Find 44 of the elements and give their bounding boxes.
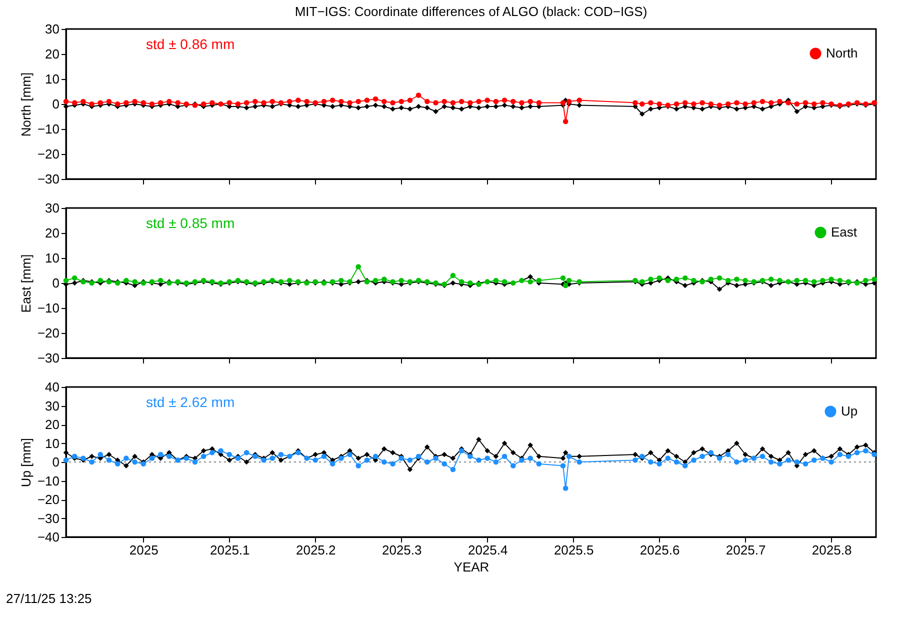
annotation: std ± 2.62 mm xyxy=(146,394,235,410)
y-tick-label: 10 xyxy=(45,436,60,451)
text: 27/11/25 13:25 xyxy=(6,591,92,606)
y-tick-label: −10 xyxy=(37,300,60,316)
legend-label: North xyxy=(826,46,858,60)
y-tick-label: −30 xyxy=(37,350,60,366)
x-tick-label: 2025.2 xyxy=(296,542,336,558)
y-tick-label: −10 xyxy=(37,473,60,488)
y-tick-label: 0 xyxy=(52,276,60,290)
x-tick-label: 2025.8 xyxy=(812,542,852,558)
y-tick-label: −20 xyxy=(37,326,60,340)
x-axis-title: YEAR xyxy=(454,560,490,574)
x-tick-label: 2025.1 xyxy=(210,542,250,558)
y-tick-label: 30 xyxy=(45,200,60,216)
legend-label: Up xyxy=(841,404,858,418)
y-tick-label: 20 xyxy=(45,226,60,240)
y-axis-title: Up [mm] xyxy=(18,438,34,488)
y-axis-title: North [mm] xyxy=(18,72,34,137)
y-tick-label: 0 xyxy=(52,454,60,470)
y-tick-label: 20 xyxy=(45,46,60,62)
y-tick-label: 20 xyxy=(45,417,60,432)
y-tick-label: −40 xyxy=(37,530,60,544)
y-tick-label: 10 xyxy=(45,72,60,86)
y-tick-label: −20 xyxy=(37,146,60,162)
x-tick-label: 2025 xyxy=(129,542,158,558)
y-tick-label: 30 xyxy=(45,22,60,36)
legend-label: East xyxy=(831,224,858,240)
y-tick-label: −20 xyxy=(37,492,60,507)
annotation: std ± 0.86 mm xyxy=(146,36,235,52)
y-tick-label: 10 xyxy=(45,250,60,266)
annotation: std ± 0.85 mm xyxy=(146,215,235,231)
y-tick-label: −30 xyxy=(37,172,60,186)
y-tick-label: 0 xyxy=(52,96,60,112)
y-tick-label: 40 xyxy=(45,380,60,394)
x-tick-label: 2025.5 xyxy=(554,542,594,558)
x-tick-label: 2025.7 xyxy=(726,542,766,558)
chart-title: MIT−IGS: Coordinate differences of ALGO (black: COD−IGS) xyxy=(294,4,648,19)
x-tick-label: 2025.4 xyxy=(468,542,508,558)
y-tick-label: 30 xyxy=(45,398,60,414)
y-tick-label: −10 xyxy=(37,122,60,136)
x-tick-label: 2025.6 xyxy=(640,542,680,558)
y-tick-label: −30 xyxy=(37,510,60,526)
x-tick-label: 2025.3 xyxy=(382,542,422,558)
y-axis-title: East [mm] xyxy=(18,254,34,313)
